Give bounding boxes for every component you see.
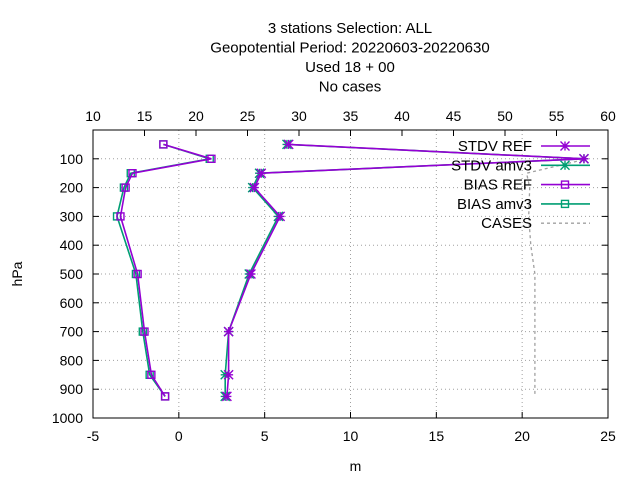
data-point xyxy=(160,392,170,401)
x-tick-label: 0 xyxy=(175,428,183,444)
y-tick-label: 900 xyxy=(60,381,84,397)
data-point xyxy=(275,211,286,222)
y-axis-label: hPa xyxy=(9,261,25,286)
chart-title: 3 stations Selection: ALL Geopotential Pe… xyxy=(210,20,489,96)
legend-label: STDV amv3 xyxy=(451,157,532,174)
y-tick-label: 500 xyxy=(60,266,84,282)
y-tick-label: 700 xyxy=(60,324,84,340)
series-stdv-amv3 xyxy=(220,139,589,402)
legend-label: BIAS REF xyxy=(464,177,532,194)
x-tick-label: 15 xyxy=(429,428,445,444)
data-point xyxy=(221,391,232,402)
y-tick-label: 1000 xyxy=(52,410,83,426)
legend-marker xyxy=(560,180,570,189)
x2-tick-label: 35 xyxy=(343,108,359,124)
data-point xyxy=(133,269,142,279)
y-tick-label: 600 xyxy=(60,295,84,311)
x-tick-label: 10 xyxy=(343,428,359,444)
series-line xyxy=(116,143,210,397)
data-point xyxy=(256,168,267,179)
series-stdv-ref xyxy=(221,139,589,402)
legend: STDV REF STDV amv3 BIAS REF BIAS amv3 CASES xyxy=(451,138,590,232)
axis-labels: m hPa xyxy=(9,261,361,474)
data-point xyxy=(121,183,130,192)
grid xyxy=(93,130,608,418)
legend-marker xyxy=(560,199,570,209)
x2-tick-label: 55 xyxy=(549,108,565,124)
x2-tick-label: 40 xyxy=(394,108,410,124)
axis-ticks: -5 0 5 10 15 20 25 10 15 20 25 30 35 40 45 50 55 60 100 200… xyxy=(52,108,616,444)
x2-tick-label: 15 xyxy=(137,108,153,124)
x2-tick-label: 25 xyxy=(240,108,256,124)
legend-label: BIAS amv3 xyxy=(457,196,532,213)
data-point xyxy=(140,327,149,336)
x-tick-label: 25 xyxy=(600,428,616,444)
series-bias-ref xyxy=(116,140,216,401)
data-point xyxy=(245,269,256,279)
legend-marker xyxy=(560,141,570,151)
x2-tick-label: 30 xyxy=(291,108,307,124)
data-point xyxy=(207,154,216,164)
legend-marker xyxy=(560,160,570,171)
series-line xyxy=(119,143,212,397)
title-line: Geopotential Period: 20220603-20220630 xyxy=(210,40,489,57)
y-tick-label: 200 xyxy=(60,180,84,196)
data-point xyxy=(223,326,234,337)
data-point xyxy=(159,140,168,149)
x2-tick-label: 50 xyxy=(497,108,513,124)
x-tick-label: 5 xyxy=(261,428,269,444)
title-line: 3 stations Selection: ALL xyxy=(268,20,432,37)
y-tick-label: 300 xyxy=(60,208,84,224)
y-tick-label: 100 xyxy=(60,151,84,167)
data-point xyxy=(116,212,125,221)
series-line xyxy=(286,143,588,397)
legend-label: CASES xyxy=(481,215,532,232)
data-point xyxy=(223,369,234,380)
data-point xyxy=(249,182,260,193)
x2-tick-label: 60 xyxy=(600,108,616,124)
data-point xyxy=(283,139,294,150)
legend-label: STDV REF xyxy=(458,138,532,155)
title-line: Used 18 + 00 xyxy=(305,59,395,76)
data-point xyxy=(128,168,137,178)
x2-tick-label: 10 xyxy=(85,108,101,124)
y-tick-label: 400 xyxy=(60,237,84,253)
x2-tick-label: 45 xyxy=(446,108,462,124)
data-point xyxy=(147,370,156,379)
data-point xyxy=(578,153,589,164)
x2-tick-label: 20 xyxy=(188,108,204,124)
x-tick-label: 20 xyxy=(514,428,530,444)
y-tick-label: 800 xyxy=(60,352,84,368)
x-axis-label: m xyxy=(350,458,362,474)
title-line: No cases xyxy=(319,79,382,96)
series-cases xyxy=(286,143,588,397)
x-tick-label: -5 xyxy=(87,428,100,444)
